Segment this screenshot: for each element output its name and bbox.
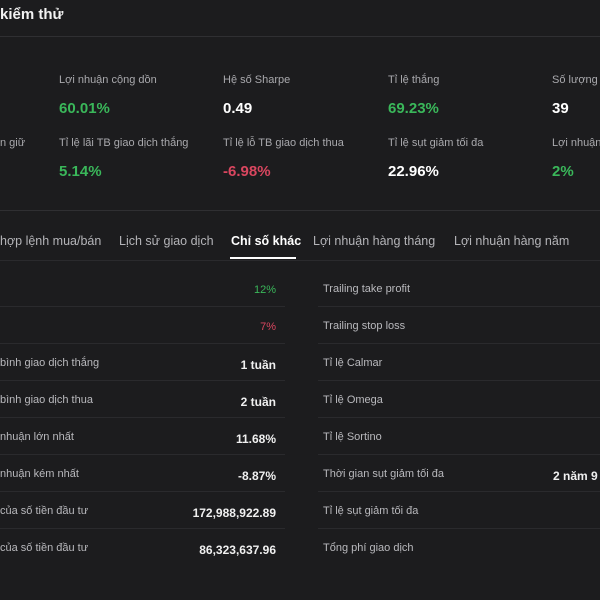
row-divider [318, 417, 600, 418]
row-divider [0, 380, 285, 381]
row-label: Trailing stop loss [323, 320, 406, 332]
row-divider [318, 380, 600, 381]
tab-bar: hợp lệnh mua/bán Lịch sử giao dịch Chỉ s… [0, 226, 600, 260]
page-title: kiểm thử [0, 6, 64, 23]
row-label: của số tiền đầu tư [0, 542, 89, 554]
metric-holding: n giữ [0, 137, 25, 149]
metric-sharpe: Hệ số Sharpe 0.49 [223, 74, 290, 117]
row-label: Tỉ lệ Sortino [323, 431, 382, 443]
metric-value: -6.98% [223, 163, 271, 180]
row-label: Tỉ lệ Omega [323, 394, 383, 406]
row-label: của số tiền đầu tư [0, 505, 89, 517]
row-divider [318, 491, 600, 492]
metric-value: 0.49 [223, 100, 253, 117]
row-divider [0, 343, 285, 344]
metric-value: 22.96% [388, 163, 439, 180]
metric-label: Lợi nhuận cộng dồn [59, 74, 157, 86]
row-label: Thời gian sụt giảm tối đa [323, 468, 444, 480]
row-divider [0, 528, 285, 529]
metric-value: 60.01% [59, 100, 110, 117]
section-divider [0, 210, 600, 211]
metric-avg-loss: Tỉ lệ lỗ TB giao dịch thua -6.98% [223, 137, 344, 180]
metric-label: Tỉ lệ lãi TB giao dịch thắng [59, 137, 189, 149]
row-label: Trailing take profit [323, 283, 411, 295]
row-value: -8.87% [237, 469, 276, 483]
row-value: 86,323,637.96 [199, 543, 276, 557]
metric-label: Hệ số Sharpe [223, 74, 291, 86]
stop-loss-value: 7% [260, 321, 276, 333]
tab-yearly-return[interactable]: Lợi nhuận hàng năm [454, 234, 570, 248]
metric-value: 69.23% [388, 100, 439, 117]
tab-bar-divider [0, 260, 600, 261]
backtest-header: kiểm thử [0, 0, 600, 37]
tab-monthly-return[interactable]: Lợi nhuận hàng tháng [313, 234, 436, 248]
row-divider [0, 417, 285, 418]
tab-other-metrics[interactable]: Chỉ số khác [231, 234, 302, 248]
row-divider [0, 491, 285, 492]
metric-label: Tỉ lệ thắng [388, 74, 440, 86]
row-label: nhuận kém nhất [0, 468, 79, 480]
row-label: Tỉ lệ sụt giảm tối đa [323, 505, 419, 517]
metric-value: 5.14% [59, 163, 102, 180]
row-value: 1 tuần [240, 358, 276, 372]
tab-trade-history[interactable]: Lịch sử giao dịch [119, 234, 214, 248]
metric-value: 39 [552, 100, 569, 117]
row-label: Tổng phí giao dịch [323, 542, 414, 554]
row-label: nhuận lớn nhất [0, 431, 74, 443]
row-label: Tỉ lệ Calmar [323, 357, 383, 369]
row-divider [0, 306, 285, 307]
take-profit-value: 12% [253, 284, 276, 296]
metric-label: Tỉ lệ sụt giảm tối đa [388, 137, 484, 149]
row-label: bình giao dịch thắng [0, 357, 100, 369]
tab-order-summary[interactable]: hợp lệnh mua/bán [0, 234, 102, 248]
metric-cumulative-return: Lợi nhuận cộng dồn 60.01% [59, 74, 157, 117]
metric-max-drawdown: Tỉ lệ sụt giảm tối đa 22.96% [388, 137, 483, 180]
row-divider [318, 528, 600, 529]
row-value: 2 năm 9 [553, 469, 598, 483]
row-divider [318, 343, 600, 344]
row-divider [318, 454, 600, 455]
metric-label: Số lượng l [552, 74, 600, 86]
metric-trade-count: Số lượng l 39 [552, 74, 600, 117]
row-divider [318, 306, 600, 307]
metric-label: Tỉ lệ lỗ TB giao dịch thua [223, 137, 344, 149]
metric-label: n giữ [0, 137, 26, 149]
metric-profit: Lợi nhuận 2% [552, 137, 600, 180]
metric-win-rate: Tỉ lệ thắng 69.23% [388, 74, 439, 117]
row-value: 172,988,922.89 [192, 506, 276, 520]
metric-label: Lợi nhuận [552, 137, 600, 149]
metric-avg-win: Tỉ lệ lãi TB giao dịch thắng 5.14% [59, 137, 188, 180]
row-value: 11.68% [235, 432, 276, 446]
active-tab-indicator [230, 257, 296, 259]
row-label: bình giao dịch thua [0, 394, 93, 406]
row-divider [0, 454, 285, 455]
metric-value: 2% [552, 163, 574, 180]
row-value: 2 tuần [240, 395, 276, 409]
